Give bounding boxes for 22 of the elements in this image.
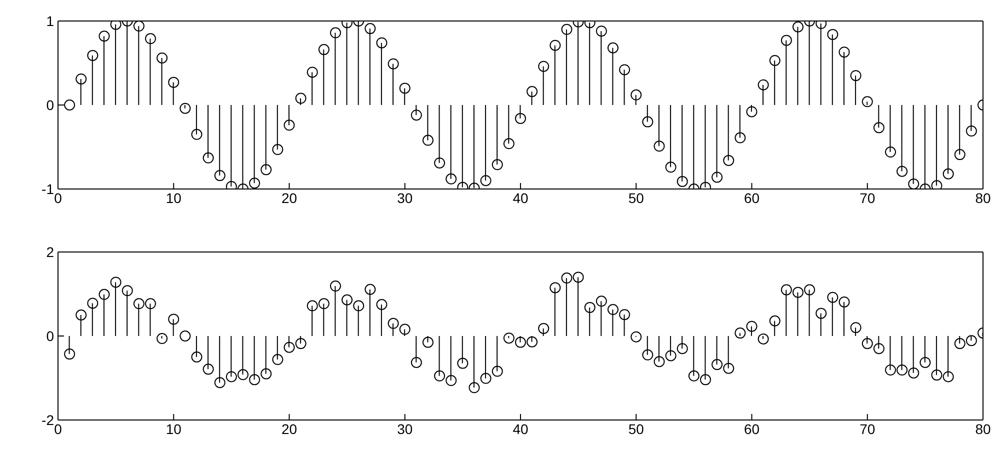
x-tick-label: 60 — [744, 420, 760, 437]
y-tick-label: 2 — [46, 244, 54, 260]
x-tick-label: 70 — [860, 420, 876, 437]
y-tick-label: -2 — [42, 412, 54, 428]
x-tick-label: 30 — [397, 420, 413, 437]
x-tick-label: 10 — [166, 420, 182, 437]
x-tick-label: 80 — [975, 190, 991, 206]
x-tick-label: 40 — [512, 420, 528, 437]
x-tick-label: 70 — [860, 190, 876, 206]
y-tick-label: 0 — [46, 328, 54, 344]
x-tick-label: 20 — [281, 190, 298, 206]
y-tick-label: 0 — [46, 96, 54, 113]
y-tick-label: 1 — [46, 12, 54, 29]
x-tick-label: 30 — [397, 190, 413, 206]
x-tick-label: 80 — [975, 420, 991, 437]
x-tick-label: 10 — [166, 190, 182, 206]
y-tick-label: -1 — [42, 180, 54, 197]
x-tick-label: 50 — [628, 420, 644, 437]
x-tick-label: 40 — [512, 190, 528, 206]
x-tick-label: 20 — [281, 420, 298, 437]
x-tick-label: 60 — [744, 190, 760, 206]
x-tick-label: 50 — [628, 190, 644, 206]
